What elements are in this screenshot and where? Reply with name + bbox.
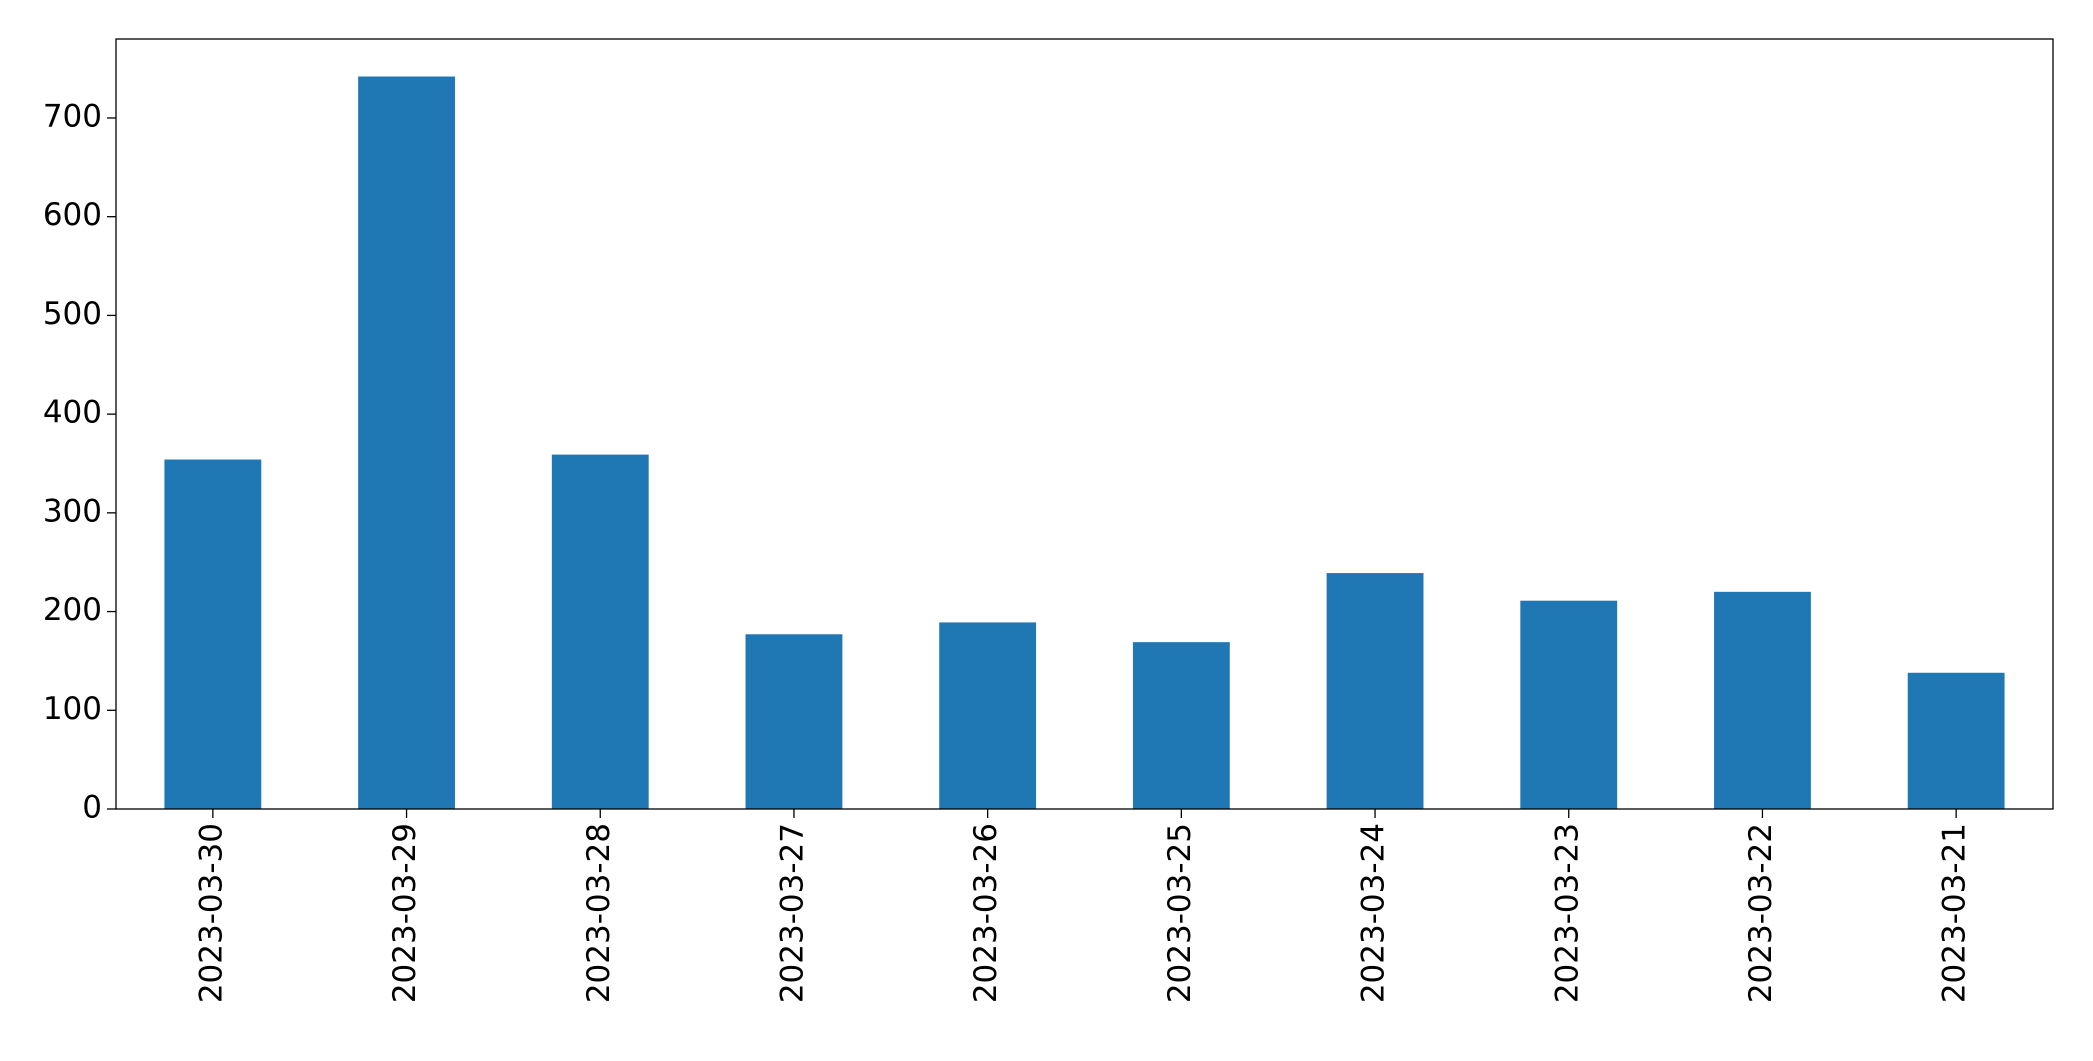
- x-tick-label: 2023-03-27: [774, 823, 810, 1003]
- x-tick-label: 2023-03-21: [1937, 823, 1973, 1003]
- bar: [1714, 591, 1811, 809]
- plot-frame: [115, 38, 2054, 810]
- x-tick-label: 2023-03-28: [581, 823, 617, 1003]
- x-tick-label: 2023-03-23: [1549, 823, 1585, 1003]
- y-tick-label: 200: [43, 592, 102, 628]
- y-tick-label: 600: [43, 197, 102, 233]
- x-tick-label: 2023-03-24: [1356, 823, 1392, 1003]
- bar: [551, 454, 649, 809]
- y-tick-label: 400: [43, 395, 102, 431]
- bar: [1520, 600, 1618, 809]
- x-tick-label: 2023-03-22: [1743, 823, 1779, 1003]
- x-tick-label: 2023-03-30: [193, 823, 229, 1003]
- bar: [1132, 642, 1230, 809]
- x-tick-label: 2023-03-29: [387, 823, 423, 1003]
- y-tick-label: 0: [82, 790, 102, 826]
- x-tick-label: 2023-03-25: [1162, 823, 1198, 1003]
- bar: [358, 76, 455, 809]
- bar: [164, 459, 262, 809]
- y-tick-label: 100: [43, 691, 102, 727]
- bar: [745, 634, 843, 809]
- y-tick-label: 700: [43, 98, 102, 134]
- bar: [1907, 672, 2005, 809]
- bar: [1326, 573, 1424, 809]
- y-tick-label: 500: [43, 296, 102, 332]
- y-tick-label: 300: [43, 493, 102, 529]
- bar: [939, 622, 1037, 809]
- x-tick-label: 2023-03-26: [968, 823, 1004, 1003]
